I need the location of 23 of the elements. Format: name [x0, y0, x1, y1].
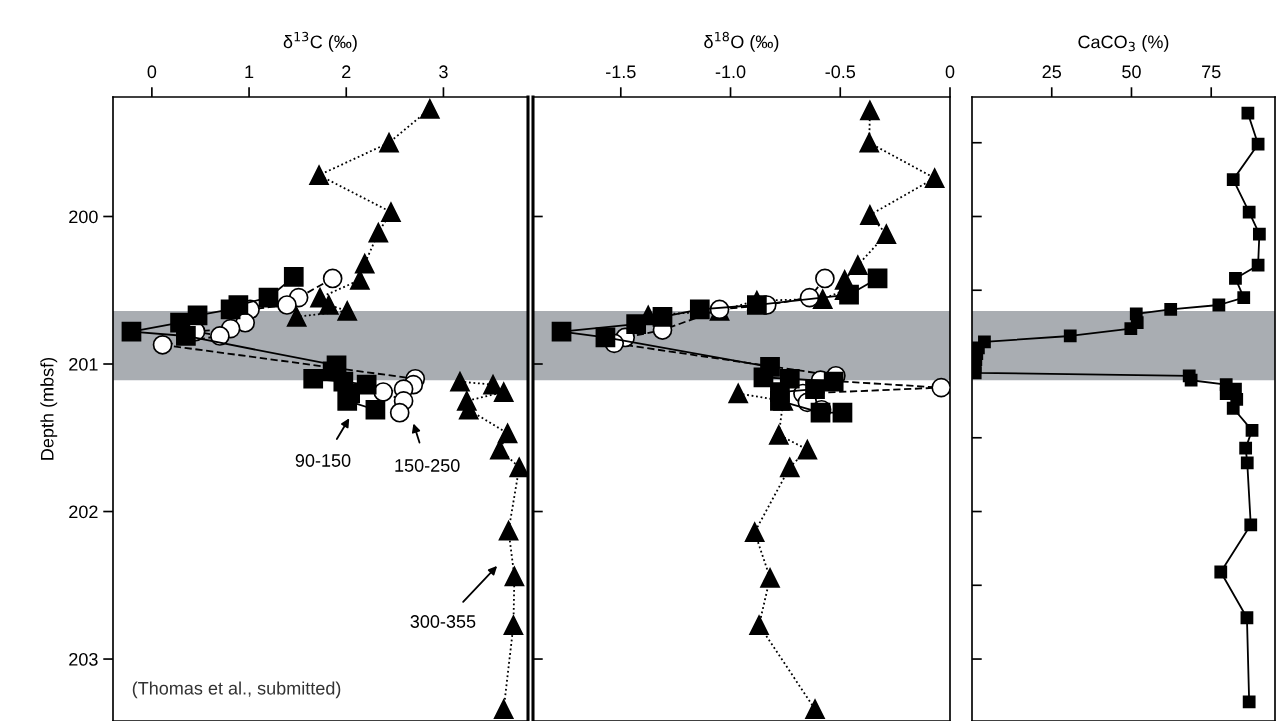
- x-tick-label: 75: [1202, 65, 1221, 79]
- x-tick-label: -0.5: [825, 65, 856, 79]
- y-axis-title: Depth (mbsf): [40, 357, 58, 460]
- annotation: 150-250: [395, 459, 460, 472]
- x-tick-label: -1.5: [606, 65, 636, 79]
- x-tick-label: 25: [1042, 65, 1062, 79]
- y-tick-label: 201: [69, 357, 98, 371]
- annotation: 300-355: [410, 615, 476, 628]
- y-tick-label: 200: [69, 210, 98, 224]
- x-tick-label: 50: [1122, 65, 1141, 79]
- x-axis-title: CaCO$_{3}$ (%): [1078, 35, 1169, 52]
- x-axis-title: δ$^{18}$O (‰): [704, 31, 779, 52]
- x-axis-title: δ$^{13}$C (‰): [283, 31, 357, 52]
- annotation: (Thomas et al., submitted): [132, 681, 341, 699]
- x-tick-label: 3: [439, 65, 448, 79]
- x-tick-label: -1.0: [715, 65, 746, 79]
- y-tick-label: 203: [69, 652, 98, 666]
- x-tick-label: 0: [945, 65, 955, 79]
- x-tick-label: 0: [147, 65, 157, 79]
- y-tick-label: 202: [69, 505, 98, 519]
- annotation: 90-150: [295, 454, 351, 467]
- x-tick-label: 1: [245, 65, 254, 78]
- x-tick-label: 2: [342, 65, 351, 78]
